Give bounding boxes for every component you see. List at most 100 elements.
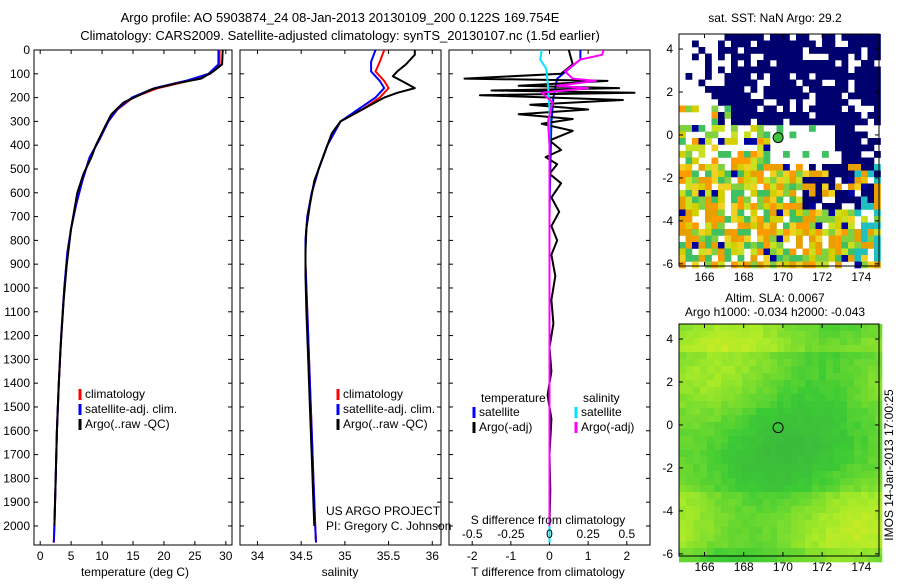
sst-cell	[711, 118, 719, 126]
sst-cell	[776, 229, 784, 236]
side-label: IMOS 14-Jan-2013 17:00:25	[882, 389, 896, 541]
sla-cell	[812, 331, 820, 339]
sst-cell	[835, 79, 842, 87]
sst-cell	[731, 79, 738, 87]
sst-cell	[874, 47, 881, 54]
sla-cell	[679, 436, 687, 444]
sst-cell	[744, 164, 751, 171]
sla-cell	[805, 380, 813, 388]
sst-cell	[809, 164, 816, 171]
sst-cell	[750, 138, 758, 145]
sla-cell	[777, 366, 785, 374]
sla-cell	[763, 408, 771, 416]
sla-cell	[728, 541, 736, 549]
sla-cell	[770, 506, 778, 514]
sst-cell	[815, 196, 823, 204]
sst-cell	[822, 40, 829, 48]
sst-cell	[802, 60, 810, 67]
sla-cell	[679, 408, 687, 416]
sla-cell	[777, 513, 785, 521]
sst-cell	[731, 242, 738, 249]
sla-cell	[854, 338, 862, 346]
sst-cell	[861, 144, 868, 152]
sla-cell	[763, 338, 771, 346]
sla-cell	[756, 471, 764, 479]
sst-cell	[815, 105, 823, 113]
sla-cell	[861, 499, 869, 507]
sla-cell	[763, 513, 771, 521]
sla-cell	[679, 373, 687, 381]
sla-cell	[847, 471, 855, 479]
sla-cell	[784, 429, 792, 437]
sla-cell	[812, 541, 820, 549]
temperature-ytick-label: 600	[10, 186, 30, 200]
sst-cell	[867, 157, 875, 165]
sst-cell	[789, 131, 797, 139]
sla-cell	[840, 485, 848, 493]
sst-cell	[848, 125, 855, 132]
sst-cell	[705, 190, 712, 197]
sst-cell	[757, 60, 764, 67]
sla-cell	[700, 387, 708, 395]
sla-cell	[798, 555, 806, 563]
sst-cell	[711, 125, 719, 132]
sst-cell	[737, 177, 745, 184]
sst-cell	[841, 79, 849, 87]
sla-cell	[756, 548, 764, 556]
sst-cell	[750, 151, 758, 158]
sst-cell	[737, 53, 745, 61]
sst-cell	[861, 183, 868, 191]
sla-cell	[749, 352, 757, 360]
sla-cell	[714, 415, 722, 423]
sst-cell	[874, 138, 881, 145]
sst-cell	[822, 112, 829, 119]
sla-cell	[707, 534, 715, 542]
sst-cell	[783, 151, 790, 158]
sla-cell	[784, 555, 792, 563]
sla-cell	[777, 506, 785, 514]
sst-cell	[750, 86, 758, 93]
sla-cell	[728, 534, 736, 542]
sst-cell	[835, 112, 842, 119]
sla-cell	[854, 352, 862, 360]
sla-cell	[679, 499, 687, 507]
sst-cell	[776, 92, 784, 100]
sla-cell	[700, 401, 708, 409]
sla-cell	[707, 331, 715, 339]
sla-cell	[840, 324, 848, 332]
sst-cell	[861, 235, 868, 243]
sst-cell	[835, 203, 842, 210]
sla-cell	[721, 380, 729, 388]
sla-cell	[721, 513, 729, 521]
sla-cell	[742, 401, 750, 409]
sla-cell	[854, 401, 862, 409]
sla-cell	[798, 513, 806, 521]
sst-cell	[718, 203, 725, 210]
sla-ytick-label: -6	[662, 547, 673, 561]
sst-cell	[789, 203, 797, 210]
sst-cell	[822, 203, 829, 210]
sla-cell	[798, 443, 806, 451]
sst-cell	[731, 125, 738, 132]
sst-cell	[809, 118, 816, 126]
sla-cell	[861, 331, 869, 339]
sla-cell	[728, 415, 736, 423]
sst-cell	[815, 73, 823, 80]
sla-cell	[812, 485, 820, 493]
sla-cell	[770, 394, 778, 402]
sla-cell	[777, 464, 785, 472]
sst-cell	[815, 242, 823, 249]
sla-cell	[861, 443, 869, 451]
sst-cell	[796, 66, 803, 74]
sst-cell	[724, 99, 732, 106]
sst-cell	[861, 66, 868, 74]
sla-cell	[735, 352, 743, 360]
sst-cell	[789, 209, 797, 217]
sst-cell	[744, 118, 751, 126]
sla-cell	[784, 499, 792, 507]
sst-cell	[861, 229, 868, 236]
sst-cell	[874, 203, 881, 210]
sla-cell	[854, 527, 862, 535]
sla-cell	[707, 520, 715, 528]
sla-cell	[714, 499, 722, 507]
